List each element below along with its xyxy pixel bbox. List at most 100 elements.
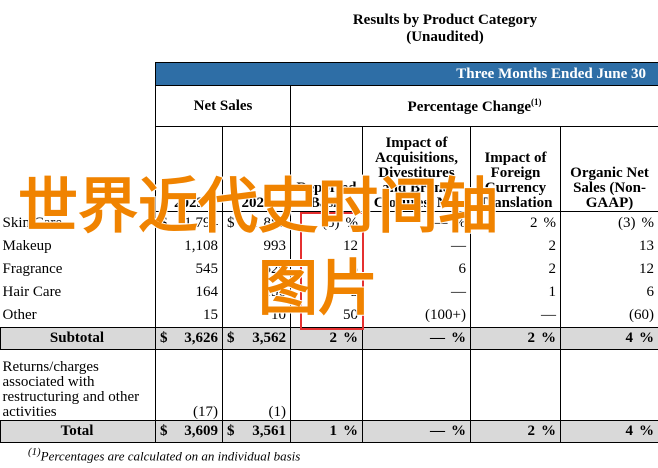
cell: $3,626 — [155, 327, 223, 350]
cell-content: 1% — [295, 423, 359, 440]
unit: % — [543, 215, 557, 231]
value: 993 — [263, 238, 287, 254]
column-row: 2023 2022 Reported Basis Impact of Acquisit… — [1, 126, 658, 212]
value: 10 — [271, 307, 286, 323]
unit: % — [541, 330, 556, 346]
cell: 13 — [559, 235, 658, 258]
cell-content: 1,108 — [160, 238, 218, 255]
cell-content: —% — [367, 215, 467, 232]
cell-content: (3)% — [565, 215, 654, 232]
value: (60) — [629, 307, 655, 323]
cell: (3)% — [559, 211, 658, 235]
cell: (17) — [155, 349, 223, 421]
footnote-ref: (1) — [531, 96, 542, 107]
group-row: Net Sales Percentage Change(1) — [1, 85, 658, 127]
unit: % — [639, 330, 655, 346]
cell: 6 — [559, 281, 658, 304]
value: — — [451, 238, 466, 254]
cell — [362, 349, 471, 421]
cell-content: 5 — [295, 261, 359, 278]
cell-content: — — [475, 307, 556, 324]
cell: 4% — [559, 420, 658, 443]
column-head: 2022 — [222, 126, 291, 212]
group-head: Percentage Change(1) — [289, 85, 658, 127]
cell: — — [470, 304, 561, 328]
group-head: Net Sales — [155, 85, 291, 127]
cell-content: —% — [367, 423, 466, 440]
value: 3,562 — [252, 330, 286, 346]
currency: $ — [160, 423, 168, 439]
value: 15 — [203, 307, 218, 323]
cell-content: $3,562 — [227, 330, 286, 347]
cell-content: 2% — [295, 330, 359, 347]
cell: 164 — [155, 281, 223, 304]
value: (17) — [193, 404, 218, 420]
value: (1) — [268, 404, 287, 420]
cell: (60) — [559, 304, 658, 328]
cell-content: (1) — [227, 404, 287, 420]
value: 1 — [548, 284, 557, 300]
cell-content: 2 — [475, 238, 557, 255]
cell-content: —% — [367, 330, 466, 347]
cell: 10 — [222, 304, 291, 328]
cell: $3,609 — [155, 420, 223, 443]
cell-content: 6 — [565, 284, 655, 301]
cell: —% — [362, 420, 471, 443]
cell: 2% — [470, 211, 561, 235]
row-label: Returns/charges associated with restruct… — [2, 359, 140, 420]
value: 164 — [195, 284, 219, 300]
table-row: Returns/charges associated with restruct… — [1, 349, 658, 421]
value: — — [430, 423, 445, 439]
currency: $ — [160, 215, 168, 231]
cell: 1% — [290, 420, 363, 443]
row-label: Subtotal — [0, 327, 156, 350]
value: 5 — [350, 284, 359, 300]
blank — [1, 63, 156, 86]
unit: % — [451, 423, 466, 439]
footnote-mark: (1) — [28, 446, 41, 458]
cell-content: (17) — [160, 405, 218, 420]
column-head: Organic Net Sales (Non-GAAP) — [559, 126, 658, 212]
cell: (1) — [222, 349, 291, 421]
cell-content: — — [367, 238, 466, 255]
cell-content: — — [367, 284, 466, 301]
value: 2 — [527, 423, 536, 439]
cell: 2% — [470, 420, 561, 443]
cell-content: 520 — [227, 261, 287, 278]
cell: 50 — [290, 304, 363, 328]
value: 3,609 — [184, 423, 218, 439]
value: 1,108 — [184, 238, 218, 254]
cell-content: (100+) — [367, 307, 466, 324]
currency: $ — [227, 215, 235, 231]
value: 156 — [263, 284, 287, 300]
cell-content: (5)% — [295, 215, 358, 232]
currency: $ — [227, 330, 235, 346]
blank — [1, 86, 156, 127]
table-row: Hair Care 164 156 5 — 1 6 — [1, 281, 658, 304]
period: Three Months Ended June 30 — [154, 62, 658, 86]
cell-content: 6 — [367, 261, 467, 278]
unit: % — [639, 423, 655, 439]
cell-content: (60) — [565, 307, 654, 324]
cell-content: 993 — [227, 238, 287, 255]
cell-content: $3,609 — [160, 423, 218, 440]
value: 12 — [639, 261, 655, 277]
unit: % — [541, 423, 556, 439]
cell-content: 15 — [160, 307, 218, 324]
cell: 2% — [290, 327, 363, 350]
cell: 1 — [470, 281, 561, 304]
value: 1 — [329, 423, 338, 439]
table-row: Subtotal $3,626 $3,562 2% —% 2% 4% — [0, 327, 658, 350]
cell-content: 12 — [565, 261, 654, 278]
highlight-box — [300, 212, 364, 330]
group-head-text: Percentage Change — [407, 98, 531, 115]
unit: % — [343, 330, 358, 346]
row-label: Total — [0, 420, 156, 443]
cell: 15 — [155, 304, 223, 328]
row-label: Makeup — [2, 238, 52, 254]
cell: 2 — [470, 258, 561, 281]
value: 3,561 — [252, 423, 286, 439]
cell: $3,562 — [222, 327, 291, 350]
subtitle: (Unaudited) — [406, 29, 484, 45]
